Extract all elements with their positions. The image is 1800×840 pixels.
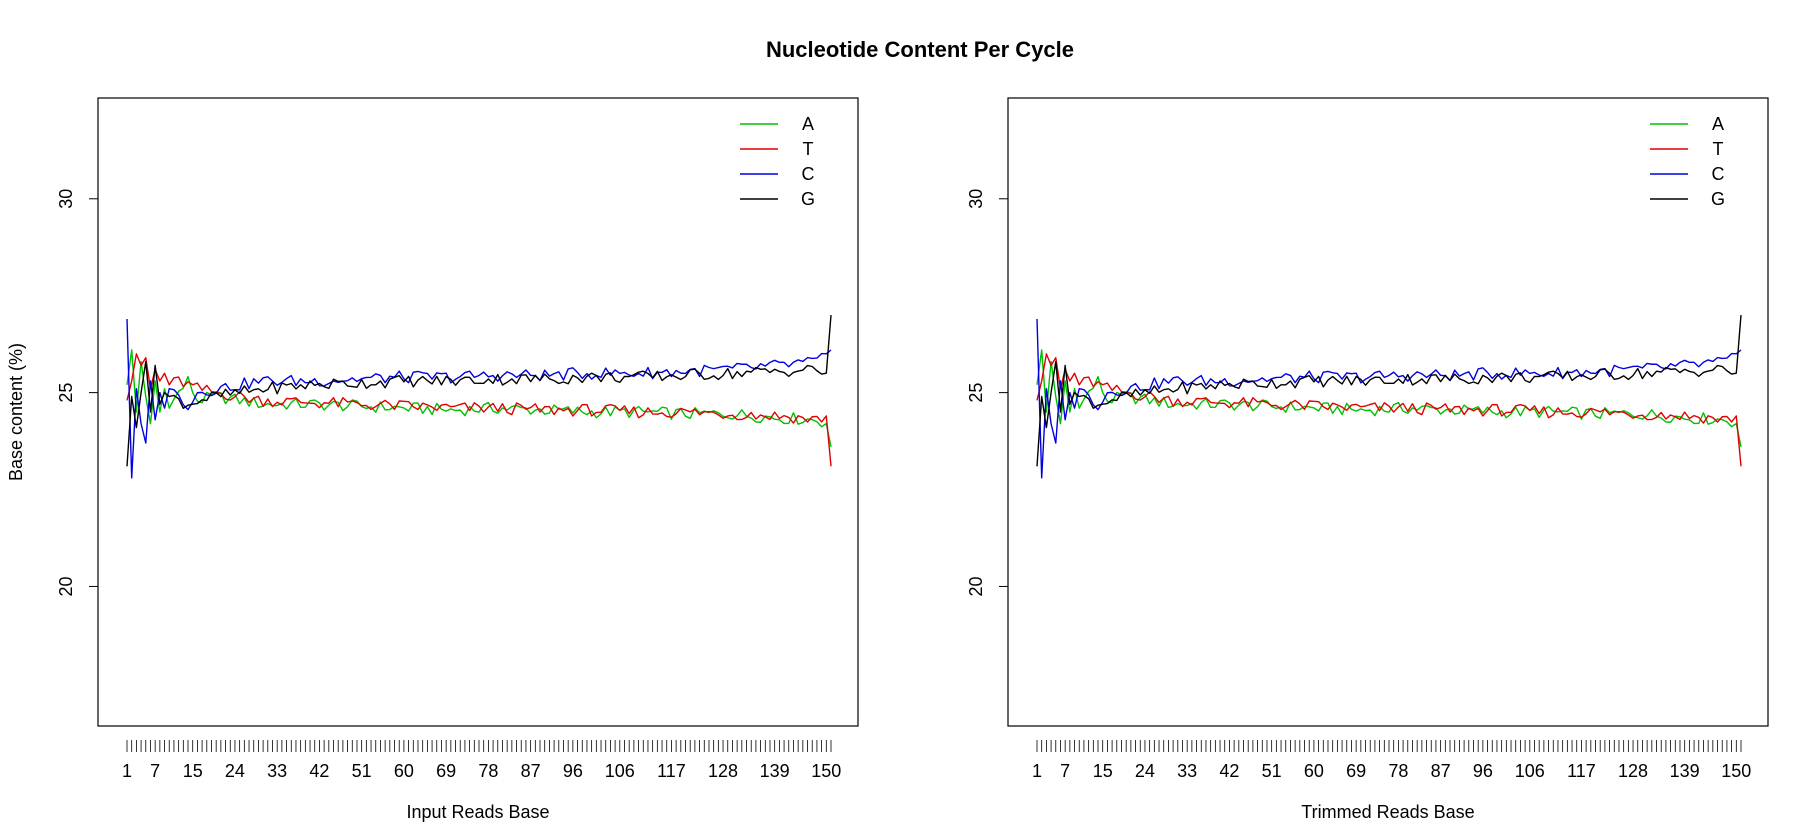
series-line-A	[1036, 349, 1742, 448]
x-tick-label: 51	[352, 761, 372, 781]
x-tick-label: 117	[1567, 761, 1596, 781]
series-line-T	[126, 353, 832, 467]
y-tick-label: 25	[966, 383, 986, 403]
legend-label-A: A	[802, 114, 814, 134]
y-tick-label: 20	[56, 576, 76, 596]
y-tick-label: 20	[966, 576, 986, 596]
x-tick-label: 78	[1388, 761, 1408, 781]
x-tick-label: 139	[1670, 761, 1700, 781]
x-tick-label: 7	[150, 761, 160, 781]
series-line-T	[1036, 353, 1742, 467]
series-line-C	[1036, 318, 1742, 479]
x-tick-label: 24	[225, 761, 245, 781]
y-tick-label: 25	[56, 383, 76, 403]
series-line-G	[1036, 315, 1742, 467]
x-tick-label: 106	[1515, 761, 1545, 781]
plot-frame	[97, 97, 859, 727]
x-tick-label: 33	[1177, 761, 1197, 781]
x-tick-label: 42	[1219, 761, 1239, 781]
legend-label-C: C	[1712, 164, 1725, 184]
x-tick-label: 87	[521, 761, 541, 781]
series-line-C	[126, 318, 832, 479]
x-tick-label: 69	[1346, 761, 1366, 781]
x-tick-label: 15	[183, 761, 203, 781]
y-tick-label: 30	[966, 189, 986, 209]
x-tick-label: 51	[1262, 761, 1282, 781]
y-tick-label: 30	[56, 189, 76, 209]
x-tick-label: 128	[708, 761, 738, 781]
legend-label-T: T	[803, 139, 814, 159]
x-tick-label: 87	[1431, 761, 1451, 781]
legend-label-T: T	[1713, 139, 1724, 159]
y-axis-label: Base content (%)	[6, 343, 26, 481]
x-axis-label: Input Reads Base	[406, 802, 549, 822]
x-axis-label: Trimmed Reads Base	[1301, 802, 1474, 822]
legend-label-G: G	[801, 189, 815, 209]
legend-label-C: C	[802, 164, 815, 184]
series-line-G	[126, 315, 832, 467]
x-tick-label: 33	[267, 761, 287, 781]
x-tick-label: 1	[122, 761, 132, 781]
x-tick-label: 15	[1093, 761, 1113, 781]
legend-label-G: G	[1711, 189, 1725, 209]
x-tick-label: 24	[1135, 761, 1155, 781]
x-tick-label: 150	[1721, 761, 1751, 781]
legend-label-A: A	[1712, 114, 1724, 134]
series-line-A	[126, 349, 832, 448]
x-tick-label: 1	[1032, 761, 1042, 781]
x-tick-label: 96	[563, 761, 583, 781]
x-tick-label: 78	[478, 761, 498, 781]
x-tick-label: 60	[1304, 761, 1324, 781]
x-tick-label: 117	[657, 761, 686, 781]
x-tick-label: 42	[309, 761, 329, 781]
x-tick-label: 69	[436, 761, 456, 781]
x-tick-label: 7	[1060, 761, 1070, 781]
x-tick-label: 106	[605, 761, 635, 781]
x-tick-label: 150	[811, 761, 841, 781]
x-tick-label: 96	[1473, 761, 1493, 781]
chart-title: Nucleotide Content Per Cycle	[766, 37, 1074, 62]
x-tick-label: 139	[760, 761, 790, 781]
x-tick-label: 128	[1618, 761, 1648, 781]
plot-frame	[1007, 97, 1769, 727]
x-tick-label: 60	[394, 761, 414, 781]
